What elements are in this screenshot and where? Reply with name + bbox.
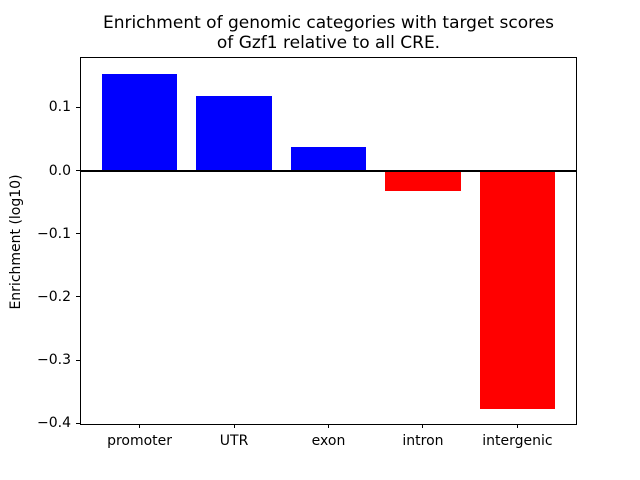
bar-promoter	[101, 74, 178, 171]
x-tick	[139, 424, 141, 428]
bar-intergenic	[479, 170, 556, 410]
x-tick-label-promoter: promoter	[107, 433, 173, 449]
chart-title: Enrichment of genomic categories with ta…	[102, 13, 555, 53]
y-tick-label: −0.4	[37, 415, 71, 432]
plot-area: 0.1 0.0 −0.1 −0.2 −0.3 −0.4 promoter UTR exon int…	[37, 57, 577, 449]
x-tick-label-intergenic: intergenic	[482, 433, 553, 449]
x-tick	[328, 424, 329, 428]
bar-intron	[385, 170, 461, 192]
zero-line	[81, 169, 576, 172]
bar-UTR	[196, 95, 272, 171]
bar-exon	[290, 147, 367, 171]
y-tick-label: −0.1	[37, 225, 71, 242]
x-tick	[516, 424, 518, 428]
y-tick-label: 0.1	[48, 99, 71, 116]
y-tick	[76, 233, 80, 235]
y-tick	[76, 422, 80, 424]
y-tick	[76, 170, 80, 172]
x-tick-label-exon: exon	[311, 433, 346, 449]
x-tick-label-intron: intron	[402, 433, 444, 449]
y-tick-label: −0.3	[37, 352, 71, 369]
y-tick-label: 0.0	[48, 162, 71, 179]
y-tick	[76, 296, 80, 298]
y-tick	[76, 106, 80, 108]
y-tick	[76, 359, 80, 361]
x-tick	[422, 424, 424, 428]
y-tick-label: −0.2	[37, 288, 71, 305]
x-tick-label-UTR: UTR	[219, 433, 249, 449]
x-tick	[233, 424, 235, 428]
